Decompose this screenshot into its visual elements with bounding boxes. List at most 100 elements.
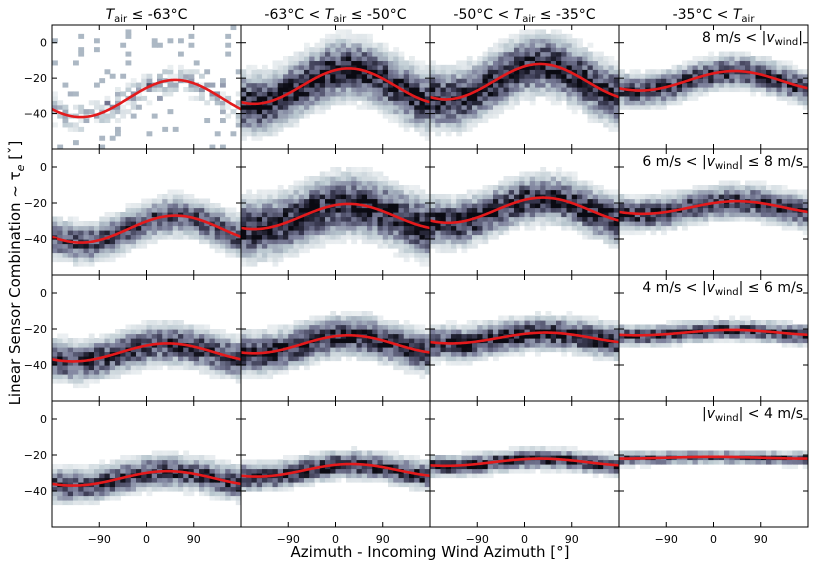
heatmap-bin bbox=[697, 212, 704, 218]
heatmap-bin bbox=[309, 234, 316, 240]
heatmap-bin bbox=[199, 356, 205, 362]
heatmap-bin bbox=[682, 95, 688, 101]
heatmap-bin bbox=[73, 383, 79, 389]
heatmap-bin bbox=[157, 203, 163, 209]
heatmap-bin bbox=[419, 91, 426, 97]
heatmap-bin bbox=[729, 185, 736, 191]
heatmap-bin bbox=[682, 60, 688, 66]
heatmap-bin bbox=[409, 203, 415, 209]
heatmap-bin bbox=[304, 324, 310, 330]
heatmap-bin bbox=[346, 351, 352, 357]
heatmap-bin bbox=[188, 351, 195, 357]
heatmap-bin bbox=[514, 212, 520, 218]
heatmap-bin bbox=[566, 104, 573, 110]
heatmap-bin bbox=[151, 234, 158, 240]
heatmap-bin bbox=[645, 329, 652, 335]
heatmap-bin bbox=[382, 87, 389, 93]
heatmap-bin bbox=[524, 342, 531, 348]
heatmap-bin bbox=[209, 243, 216, 249]
heatmap-bin bbox=[346, 198, 352, 204]
heatmap-bin bbox=[298, 109, 305, 115]
heatmap-bin bbox=[514, 47, 520, 53]
heatmap-bin bbox=[697, 189, 704, 195]
heatmap-bin bbox=[88, 109, 95, 115]
heatmap-bin bbox=[776, 64, 783, 70]
heatmap-bin bbox=[556, 82, 562, 88]
heatmap-bin bbox=[377, 194, 384, 200]
heatmap-bin bbox=[508, 180, 515, 186]
heatmap-bin bbox=[461, 347, 468, 353]
heatmap-bin bbox=[482, 342, 489, 348]
heatmap-bin bbox=[608, 73, 615, 79]
heatmap-bin bbox=[372, 185, 379, 191]
heatmap-bin bbox=[640, 329, 646, 335]
heatmap-bin bbox=[776, 91, 783, 97]
heatmap-bin bbox=[277, 239, 284, 245]
heatmap-bin bbox=[718, 78, 725, 84]
heatmap-bin bbox=[781, 203, 788, 209]
heatmap-bin bbox=[115, 360, 121, 366]
heatmap-bin bbox=[346, 180, 352, 186]
heatmap-bin bbox=[246, 64, 253, 70]
heatmap-bin bbox=[508, 51, 515, 57]
heatmap-bin bbox=[225, 243, 232, 249]
heatmap-bin bbox=[125, 333, 132, 339]
heatmap-bin bbox=[624, 203, 631, 209]
heatmap-bin bbox=[703, 185, 709, 191]
heatmap-bin bbox=[456, 194, 463, 200]
heatmap-bin bbox=[456, 60, 463, 66]
heatmap-bin bbox=[52, 351, 58, 357]
heatmap-bin bbox=[561, 320, 568, 326]
heatmap-bin bbox=[724, 320, 730, 326]
heatmap-bin bbox=[802, 95, 808, 101]
heatmap-bin bbox=[188, 95, 195, 101]
heatmap-bin bbox=[388, 234, 394, 240]
heatmap-bin bbox=[157, 234, 163, 240]
heatmap-bin bbox=[235, 374, 241, 380]
heatmap-bin bbox=[776, 207, 783, 213]
heatmap-bin bbox=[482, 203, 489, 209]
heatmap-bin bbox=[792, 194, 799, 200]
heatmap-bin bbox=[367, 324, 373, 330]
heatmap-bin bbox=[309, 225, 316, 231]
heatmap-bin bbox=[319, 351, 326, 357]
heatmap-bin bbox=[561, 64, 568, 70]
heatmap-bin bbox=[598, 104, 604, 110]
heatmap-bin bbox=[235, 212, 241, 218]
heatmap-bin bbox=[503, 225, 510, 231]
heatmap-bin bbox=[582, 51, 589, 57]
heatmap-bin bbox=[424, 347, 430, 353]
heatmap-bin bbox=[708, 207, 715, 213]
heatmap-bin bbox=[687, 69, 694, 75]
heatmap-bin bbox=[424, 338, 430, 344]
heatmap-bin bbox=[283, 64, 289, 70]
heatmap-bin bbox=[508, 42, 515, 48]
heatmap-bin bbox=[67, 225, 74, 231]
heatmap-bin bbox=[550, 333, 557, 339]
heatmap-bin bbox=[508, 347, 515, 353]
heatmap-bin bbox=[204, 234, 211, 240]
heatmap-bin bbox=[136, 216, 142, 222]
heatmap-bin bbox=[519, 203, 526, 209]
heatmap-bin bbox=[335, 91, 342, 97]
heatmap-bin bbox=[330, 356, 337, 362]
heatmap-bin bbox=[298, 324, 305, 330]
heatmap-bin bbox=[524, 171, 531, 177]
heatmap-bin bbox=[760, 324, 767, 330]
heatmap-bin bbox=[466, 356, 473, 362]
heatmap-bin bbox=[157, 221, 163, 227]
heatmap-bin bbox=[634, 203, 641, 209]
heatmap-bin bbox=[372, 100, 379, 106]
heatmap-bin bbox=[482, 113, 489, 119]
heatmap-bin bbox=[430, 324, 436, 330]
heatmap-bin bbox=[487, 113, 494, 119]
heatmap-bin bbox=[414, 248, 421, 254]
heatmap-bin bbox=[340, 311, 347, 317]
heatmap-bin bbox=[776, 333, 783, 339]
heatmap-bin bbox=[241, 252, 247, 258]
heatmap-bin bbox=[561, 82, 568, 88]
heatmap-bin bbox=[519, 87, 526, 93]
heatmap-bin bbox=[535, 176, 541, 182]
heatmap-bin bbox=[325, 87, 331, 93]
heatmap-bin bbox=[792, 64, 799, 70]
